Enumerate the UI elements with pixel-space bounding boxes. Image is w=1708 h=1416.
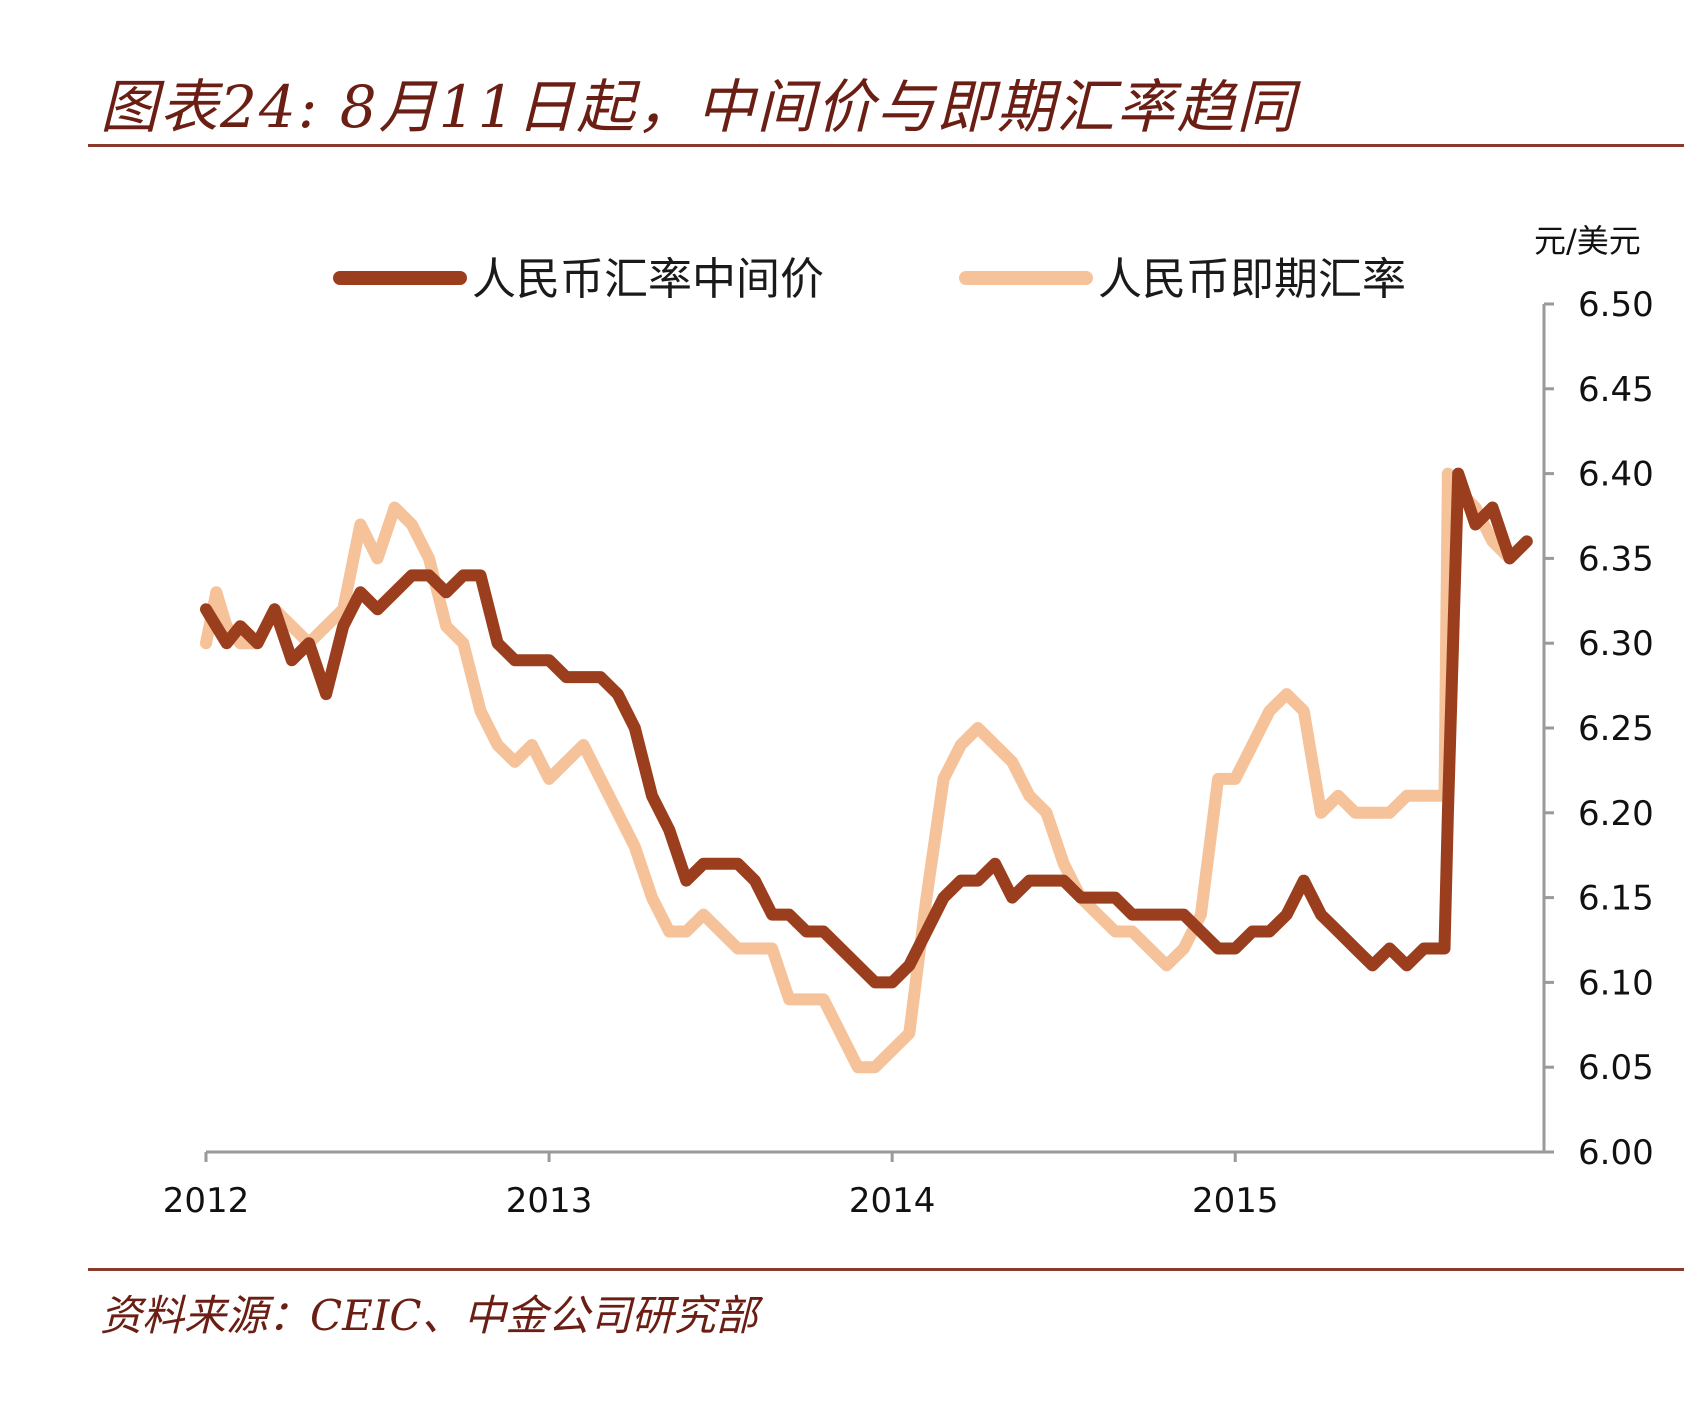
chart-title: 图表24: 8月11日起，中间价与即期汇率趋同 <box>100 73 1297 141</box>
y-axis-unit: 元/美元 <box>1534 222 1641 260</box>
y-tick-label: 6.00 <box>1578 1133 1654 1173</box>
title-divider <box>88 144 1684 147</box>
x-tick-label: 2012 <box>163 1181 250 1221</box>
series-group <box>200 467 1533 1074</box>
x-tick-label: 2013 <box>506 1181 593 1221</box>
x-tick-label: 2015 <box>1192 1181 1279 1221</box>
y-tick-label: 6.35 <box>1578 539 1654 579</box>
series-line-spot-rate <box>200 467 1533 1074</box>
legend-label-central: 人民币汇率中间价 <box>472 254 824 305</box>
y-tick-label: 6.15 <box>1578 879 1654 919</box>
y-tick-label: 6.30 <box>1578 624 1654 664</box>
y-tick-label: 6.25 <box>1578 709 1654 749</box>
legend-label-spot: 人民币即期汇率 <box>1098 254 1406 305</box>
legend: 人民币汇率中间价 人民币即期汇率 <box>333 254 1406 305</box>
y-tick-label: 6.05 <box>1578 1048 1654 1088</box>
y-tick-label: 6.50 <box>1578 285 1654 325</box>
y-tick-label: 6.45 <box>1578 370 1654 410</box>
x-tick-label: 2014 <box>849 1181 936 1221</box>
source-note: 资料来源：CEIC、中金公司研究部 <box>100 1291 758 1340</box>
y-tick-label: 6.20 <box>1578 794 1654 834</box>
y-tick-label: 6.40 <box>1578 455 1654 495</box>
source-divider <box>88 1268 1684 1271</box>
series-line-central-parity <box>200 467 1533 989</box>
y-tick-label: 6.10 <box>1578 963 1654 1003</box>
axes: 6.50 6.45 6.40 6.35 6.30 6.25 6.20 6.15 6.10 6.05… <box>163 285 1654 1221</box>
